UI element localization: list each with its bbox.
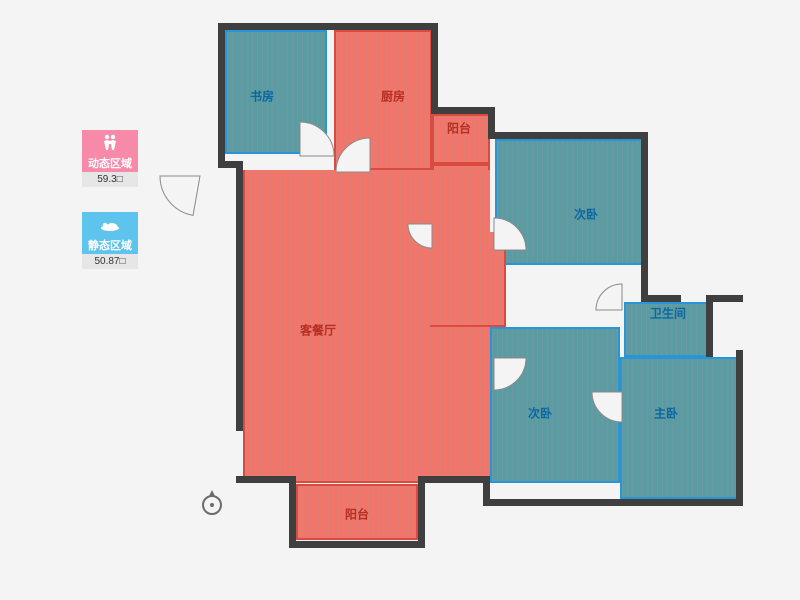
wall-segment bbox=[641, 132, 648, 300]
legend-dynamic: 动态区域59.3□ bbox=[82, 130, 138, 187]
room-label-bed_master: 主卧 bbox=[654, 405, 678, 422]
floorplan-stage: 书房厨房阳台卫生间次卧客餐厅次卧卫生间主卧阳台动态区域59.3□静态区域50.8… bbox=[0, 0, 800, 600]
room-bed_master bbox=[620, 357, 740, 499]
room-label-bed_s: 次卧 bbox=[528, 405, 552, 422]
wall-segment bbox=[236, 476, 296, 483]
legend-static-title: 静态区域 bbox=[82, 236, 138, 254]
room-label-balcony_n: 阳台 bbox=[447, 120, 471, 137]
room-label-bed_ne: 次卧 bbox=[574, 206, 598, 223]
legend-dynamic-value: 59.3□ bbox=[82, 172, 138, 187]
wall-segment bbox=[483, 499, 743, 506]
wall-segment bbox=[431, 23, 438, 114]
wall-segment bbox=[218, 23, 225, 161]
room-label-study: 书房 bbox=[250, 88, 274, 105]
wall-segment bbox=[218, 23, 438, 30]
legend-dynamic-icon bbox=[82, 130, 138, 154]
room-living_ext bbox=[430, 232, 506, 327]
room-study bbox=[225, 30, 327, 154]
legend-dynamic-title: 动态区域 bbox=[82, 154, 138, 172]
room-bed_s bbox=[490, 327, 620, 483]
room-label-balcony_s: 阳台 bbox=[345, 506, 369, 523]
wall-segment bbox=[236, 161, 243, 431]
legend-static-value: 50.87□ bbox=[82, 254, 138, 269]
wall-segment bbox=[289, 541, 418, 548]
legend-static-icon bbox=[82, 212, 138, 236]
wall-segment bbox=[431, 107, 495, 114]
room-label-living: 客餐厅 bbox=[300, 322, 336, 339]
wall-segment bbox=[418, 476, 425, 548]
legend-static: 静态区域50.87□ bbox=[82, 212, 138, 269]
wall-segment bbox=[289, 476, 296, 548]
wall-segment bbox=[488, 132, 648, 139]
room-bed_ne bbox=[495, 139, 645, 265]
room-label-bath_e: 卫生间 bbox=[650, 305, 686, 322]
wall-segment bbox=[706, 295, 713, 357]
wall-segment bbox=[418, 476, 490, 483]
wall-segment bbox=[736, 350, 743, 506]
wall-segment bbox=[641, 295, 681, 302]
compass-icon bbox=[198, 488, 226, 516]
room-label-kitchen: 厨房 bbox=[381, 88, 405, 105]
